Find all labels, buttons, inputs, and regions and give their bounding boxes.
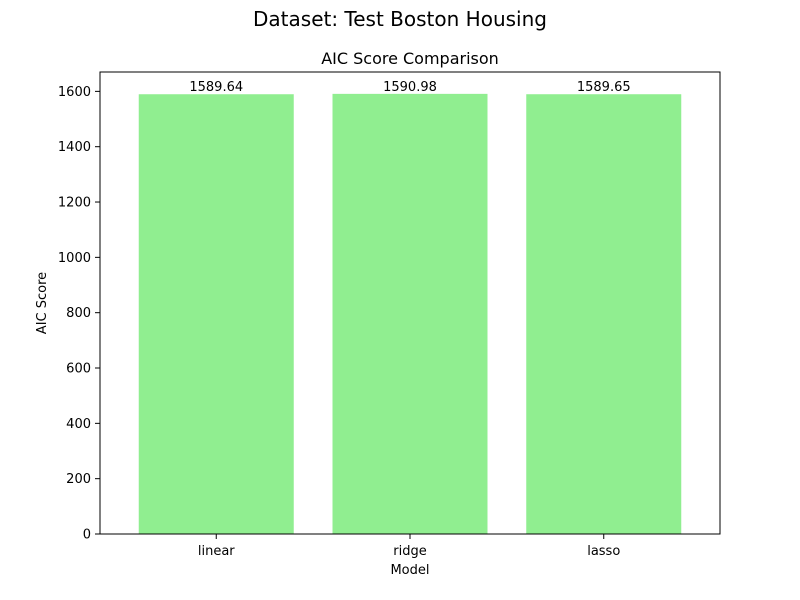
- y-tick-label: 800: [66, 306, 91, 321]
- x-tick-label-ridge: ridge: [393, 544, 426, 559]
- bars-group: [138, 93, 682, 535]
- y-tick-label: 1200: [58, 196, 91, 211]
- y-axis-ticks: 0 200 400 600 800 1000 1200 1400 1600: [58, 85, 100, 543]
- y-tick-label: 600: [66, 362, 91, 377]
- y-tick-label: 1600: [58, 85, 91, 100]
- y-tick-label: 1400: [58, 140, 91, 155]
- chart-title: AIC Score Comparison: [321, 49, 499, 68]
- x-tick-label-linear: linear: [198, 544, 235, 559]
- data-label-lasso: 1589.65: [577, 80, 631, 95]
- data-label-linear: 1589.64: [189, 80, 243, 95]
- data-label-ridge: 1590.98: [383, 80, 437, 95]
- y-tick-label: 200: [66, 472, 91, 487]
- bar-ridge: [332, 93, 488, 534]
- x-tick-label-lasso: lasso: [587, 544, 620, 559]
- x-axis-ticks: linear ridge lasso: [198, 534, 620, 559]
- plot-frame: [99, 71, 721, 535]
- bar-linear: [138, 94, 294, 535]
- y-tick-label: 400: [66, 417, 91, 432]
- x-axis-label: Model: [390, 563, 429, 578]
- bar-lasso: [526, 94, 682, 534]
- y-tick-label: 1000: [58, 251, 91, 266]
- y-tick-label: 0: [83, 528, 91, 543]
- y-axis-label: AIC Score: [35, 272, 50, 334]
- figure-suptitle: Dataset: Test Boston Housing: [253, 7, 547, 31]
- data-labels-group: 1589.64 1590.98 1589.65: [189, 80, 630, 95]
